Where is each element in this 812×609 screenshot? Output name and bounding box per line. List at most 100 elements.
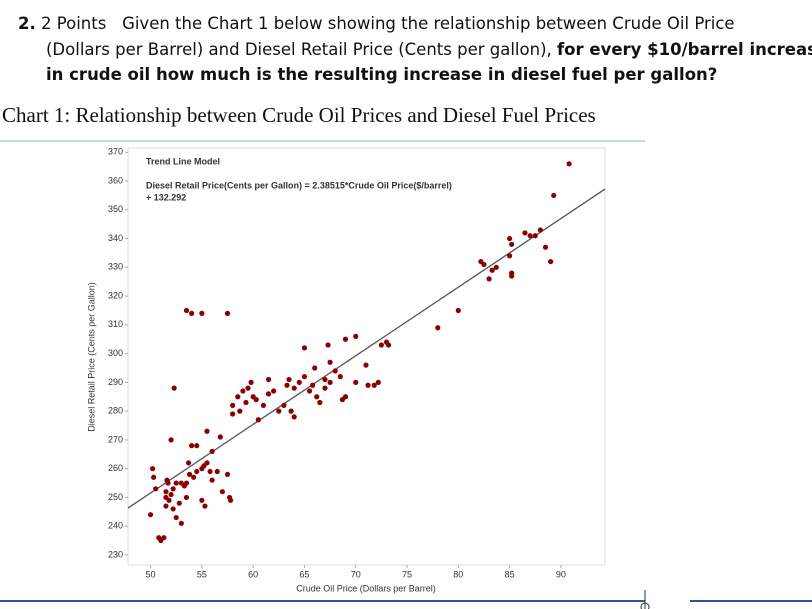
point	[306, 388, 313, 394]
point	[209, 477, 215, 483]
point	[178, 520, 184, 526]
point	[522, 230, 528, 236]
x-tick-label: 80	[453, 569, 463, 579]
point	[230, 402, 236, 408]
point	[260, 402, 267, 408]
point	[486, 276, 492, 282]
point	[291, 385, 297, 391]
y-tick-label: 350	[108, 204, 123, 214]
point	[151, 474, 157, 480]
point	[276, 408, 282, 414]
point	[337, 374, 343, 380]
annotation-title: Trend Line Model	[146, 156, 220, 166]
point	[161, 535, 167, 541]
point	[153, 486, 159, 492]
x-tick-label: 65	[299, 569, 309, 579]
point	[166, 497, 172, 503]
point	[291, 414, 297, 420]
point	[202, 503, 208, 509]
question-line: (Dollars per Barrel) and Diesel Retail P…	[46, 40, 812, 59]
point	[265, 391, 272, 397]
y-tick-label: 290	[108, 377, 123, 387]
point	[312, 365, 318, 371]
point	[353, 333, 359, 339]
x-tick-label: 90	[556, 569, 566, 579]
point	[194, 468, 200, 475]
point	[288, 408, 294, 414]
x-tick-label: 60	[248, 569, 258, 579]
point	[163, 503, 169, 509]
point	[191, 474, 197, 480]
point	[199, 497, 205, 503]
point	[301, 374, 308, 380]
point	[286, 376, 292, 383]
point	[219, 489, 225, 495]
y-tick-label: 250	[108, 492, 123, 502]
point	[248, 379, 254, 385]
point	[171, 385, 177, 391]
point	[199, 310, 205, 316]
point	[168, 491, 174, 498]
y-tick-label: 340	[108, 233, 123, 243]
point	[310, 382, 316, 388]
point	[230, 411, 236, 417]
point	[527, 233, 533, 239]
x-tick-label: 50	[146, 569, 156, 579]
point	[325, 342, 331, 348]
point	[481, 261, 487, 268]
point	[214, 468, 220, 475]
point	[509, 273, 515, 279]
point	[532, 233, 538, 239]
chart-caption: Chart 1: Relationship between Crude Oil …	[2, 103, 596, 127]
point	[243, 399, 249, 406]
point	[227, 497, 234, 503]
y-tick-label: 300	[108, 348, 123, 358]
point	[209, 448, 215, 455]
point	[265, 376, 272, 383]
point	[542, 244, 549, 250]
point	[185, 460, 192, 466]
point	[296, 379, 302, 385]
point	[245, 385, 251, 391]
point	[235, 394, 241, 400]
question-line: 2. 2 Points Given the Chart 1 below show…	[18, 14, 735, 33]
trend-line	[127, 188, 606, 509]
point	[566, 161, 572, 167]
question-text: Given the Chart 1 below showing the rela…	[122, 14, 735, 33]
point	[194, 443, 200, 449]
y-tick-label: 230	[108, 549, 123, 559]
point	[378, 342, 384, 348]
point	[327, 359, 333, 365]
y-tick-label: 370	[108, 147, 123, 157]
point	[186, 471, 193, 478]
point	[253, 397, 259, 403]
point	[375, 379, 381, 385]
y-tick-label: 270	[108, 434, 123, 444]
point	[237, 408, 243, 414]
handle	[640, 602, 650, 609]
point	[183, 494, 190, 501]
point	[204, 428, 210, 434]
point	[189, 310, 195, 316]
annotation: Diesel Retail Price(Cents per Gallon) = …	[146, 180, 452, 190]
point	[224, 310, 231, 316]
point	[207, 468, 213, 475]
point	[170, 486, 176, 492]
point	[455, 307, 461, 314]
plot-frame	[127, 147, 606, 566]
point	[342, 336, 349, 342]
point	[435, 325, 441, 331]
point	[284, 382, 290, 388]
point	[176, 500, 182, 506]
y-tick-label: 310	[108, 319, 123, 329]
point	[322, 385, 328, 391]
point	[317, 399, 323, 406]
point	[385, 342, 392, 348]
question-text: (Dollars per Barrel) and Diesel Retail P…	[46, 40, 552, 59]
point	[353, 379, 359, 385]
point	[363, 362, 369, 368]
point	[281, 402, 287, 408]
point	[204, 460, 210, 466]
